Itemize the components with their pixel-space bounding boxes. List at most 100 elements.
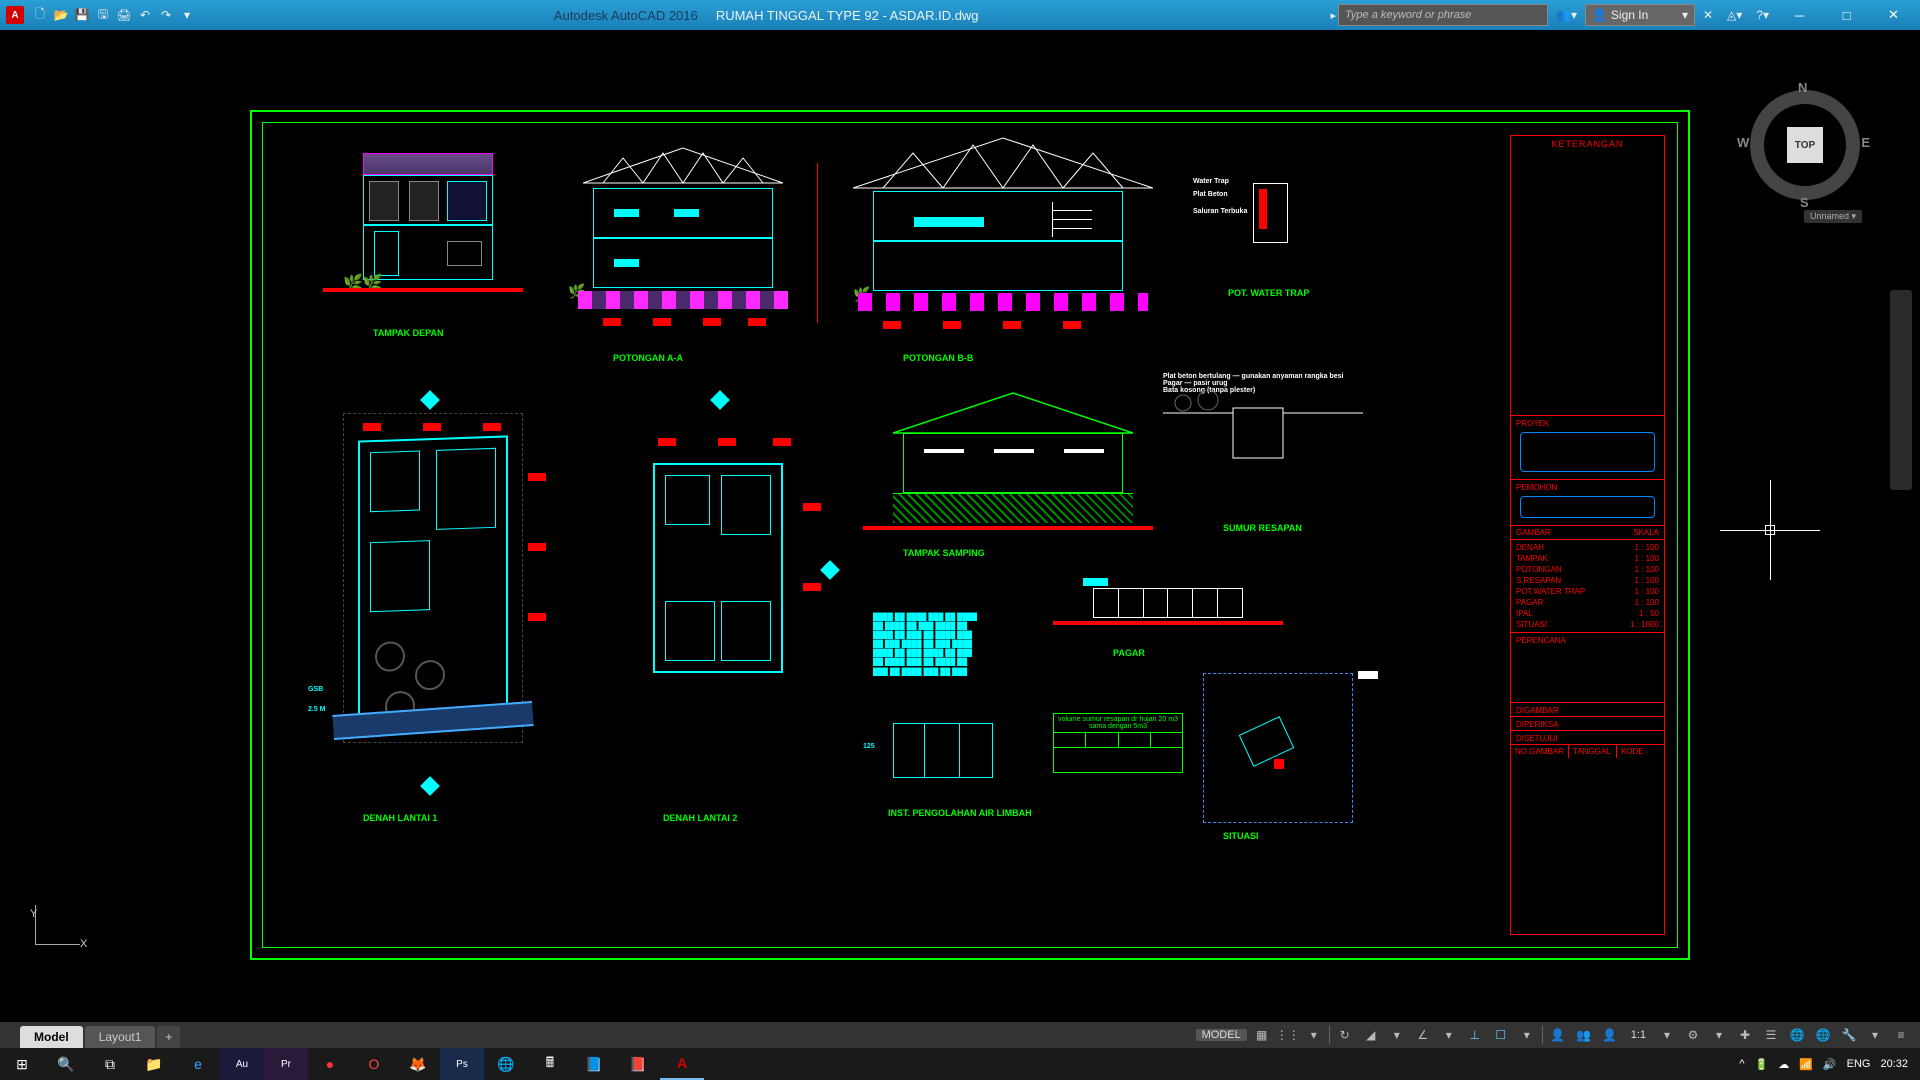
drawing-sumur: Plat beton bertulang — gunakan anyaman r… bbox=[1163, 373, 1363, 483]
sb-hw2-icon[interactable]: 🌐 bbox=[1812, 1024, 1834, 1046]
p1d5 bbox=[528, 543, 546, 551]
sb-model[interactable]: MODEL bbox=[1196, 1029, 1247, 1041]
sb-plus-icon[interactable]: ✚ bbox=[1734, 1024, 1756, 1046]
firefox-icon[interactable]: 🦊 bbox=[396, 1048, 440, 1080]
sb-iso-icon[interactable]: ◢ bbox=[1360, 1024, 1382, 1046]
close-button[interactable]: ✕ bbox=[1871, 0, 1916, 30]
tb-r0s: 1 : 100 bbox=[1635, 543, 1659, 552]
audition-icon[interactable]: Au bbox=[220, 1048, 264, 1080]
sb-sc3-icon[interactable]: 👤 bbox=[1599, 1024, 1621, 1046]
viewcube-face[interactable]: TOP bbox=[1787, 127, 1823, 163]
sb-dd5-icon[interactable]: ▾ bbox=[1656, 1024, 1678, 1046]
room2 bbox=[436, 448, 496, 530]
premiere-icon[interactable]: Pr bbox=[264, 1048, 308, 1080]
qat-open-icon[interactable]: 📂 bbox=[52, 6, 70, 24]
start-button[interactable]: ⊞ bbox=[0, 1048, 44, 1080]
plan2-outline bbox=[653, 463, 783, 673]
app-red-icon[interactable]: ● bbox=[308, 1048, 352, 1080]
sb-polar-icon[interactable]: ∠ bbox=[1412, 1024, 1434, 1046]
qat-new-icon[interactable]: 🗋 bbox=[31, 6, 49, 24]
taskview-button[interactable]: ⧉ bbox=[88, 1048, 132, 1080]
signin-button[interactable]: 👤 Sign In ▾ bbox=[1585, 4, 1695, 26]
qat-plot-icon[interactable]: 🖨 bbox=[115, 6, 133, 24]
sb-gear-icon[interactable]: ⚙ bbox=[1682, 1024, 1704, 1046]
autocad-icon[interactable]: A bbox=[660, 1048, 704, 1080]
sb-tool-icon[interactable]: 🔧 bbox=[1838, 1024, 1860, 1046]
search-button[interactable]: 🔍 bbox=[44, 1048, 88, 1080]
tb-digambar: DIGAMBAR bbox=[1516, 706, 1659, 715]
label-denah2: DENAH LANTAI 2 bbox=[663, 813, 737, 823]
tray-up-icon[interactable]: ^ bbox=[1739, 1058, 1744, 1070]
app-red2-icon[interactable]: 📕 bbox=[616, 1048, 660, 1080]
app-blue-icon[interactable]: 📘 bbox=[572, 1048, 616, 1080]
tb-skala-hdr: SKALA bbox=[1633, 528, 1659, 537]
tab-layout1[interactable]: Layout1 bbox=[85, 1026, 156, 1048]
qat-more-icon[interactable]: ▾ bbox=[178, 6, 196, 24]
tray-lang[interactable]: ENG bbox=[1847, 1058, 1871, 1070]
sb-hw1-icon[interactable]: 🌐 bbox=[1786, 1024, 1808, 1046]
vc-w[interactable]: W bbox=[1737, 135, 1749, 150]
sb-dd6-icon[interactable]: ▾ bbox=[1708, 1024, 1730, 1046]
help-icon[interactable]: ?▾ bbox=[1750, 4, 1775, 26]
p1d6 bbox=[528, 613, 546, 621]
tray-cloud-icon[interactable]: ☁ bbox=[1778, 1058, 1789, 1071]
drawing-potongan-bb: 🌿 bbox=[843, 133, 1163, 343]
sb-sc1-icon[interactable]: 👤 bbox=[1547, 1024, 1569, 1046]
sb-cust-icon[interactable]: ☰ bbox=[1760, 1024, 1782, 1046]
sb-lwt-icon[interactable]: ☐ bbox=[1490, 1024, 1512, 1046]
viewcube-ucs-tag[interactable]: Unnamed ▾ bbox=[1804, 210, 1862, 223]
tab-model[interactable]: Model bbox=[20, 1026, 83, 1048]
drawing-canvas[interactable]: KETERANGAN PROYEK PEMOHON GAMBAR SKALA D… bbox=[0, 30, 1920, 1020]
tb-r6s: 1 : 50 bbox=[1639, 609, 1659, 618]
qat-saveas-icon[interactable]: 🖫 bbox=[94, 6, 112, 24]
dim25-label: 2.5 M bbox=[308, 706, 326, 713]
search-arrow-icon[interactable]: ▸ bbox=[1330, 9, 1336, 22]
bb-floor1 bbox=[873, 241, 1123, 291]
tray-battery-icon[interactable]: 🔋 bbox=[1755, 1058, 1769, 1071]
infocenter-icon[interactable]: 👥▾ bbox=[1550, 4, 1583, 26]
tb-kode: KODE bbox=[1617, 745, 1664, 758]
opera-icon[interactable]: O bbox=[352, 1048, 396, 1080]
vc-n[interactable]: N bbox=[1798, 80, 1807, 95]
photoshop-icon[interactable]: Ps bbox=[440, 1048, 484, 1080]
sb-dd1-icon[interactable]: ▾ bbox=[1303, 1024, 1325, 1046]
sb-dd7-icon[interactable]: ▾ bbox=[1864, 1024, 1886, 1046]
tray-wifi-icon[interactable]: 📶 bbox=[1799, 1058, 1813, 1071]
explorer-icon[interactable]: 📁 bbox=[132, 1048, 176, 1080]
chrome-icon[interactable]: 🌐 bbox=[484, 1048, 528, 1080]
drawing-situasi bbox=[1203, 673, 1353, 823]
qat-redo-icon[interactable]: ↷ bbox=[157, 6, 175, 24]
sb-grid-icon[interactable]: ▦ bbox=[1251, 1024, 1273, 1046]
vc-s[interactable]: S bbox=[1800, 195, 1809, 210]
vc-e[interactable]: E bbox=[1861, 135, 1870, 150]
view-cube[interactable]: TOP N S E W bbox=[1745, 85, 1865, 205]
sb-sc2-icon[interactable]: 👥 bbox=[1573, 1024, 1595, 1046]
sb-snap-icon[interactable]: ⋮⋮ bbox=[1277, 1024, 1299, 1046]
tray-time[interactable]: 20:32 bbox=[1880, 1058, 1908, 1070]
sb-dd2-icon[interactable]: ▾ bbox=[1386, 1024, 1408, 1046]
w2 bbox=[994, 449, 1034, 453]
qat-save-icon[interactable]: 💾 bbox=[73, 6, 91, 24]
door bbox=[374, 231, 399, 276]
minimize-button[interactable]: ─ bbox=[1777, 0, 1822, 30]
qat-undo-icon[interactable]: ↶ bbox=[136, 6, 154, 24]
maximize-button[interactable]: □ bbox=[1824, 0, 1869, 30]
sb-menu-icon[interactable]: ≡ bbox=[1890, 1024, 1912, 1046]
tb-r1s: 1 : 100 bbox=[1635, 554, 1659, 563]
exchange-icon[interactable]: ✕ bbox=[1697, 4, 1719, 26]
navigation-bar[interactable] bbox=[1890, 290, 1912, 490]
sb-scale[interactable]: 1:1 bbox=[1625, 1029, 1652, 1041]
pg-dim1 bbox=[1083, 578, 1108, 586]
app-logo[interactable]: A bbox=[6, 6, 24, 24]
sb-osnap-icon[interactable]: ⊥ bbox=[1464, 1024, 1486, 1046]
a360-icon[interactable]: ◬▾ bbox=[1721, 4, 1748, 26]
tray-volume-icon[interactable]: 🔊 bbox=[1823, 1058, 1837, 1071]
calc-icon[interactable]: 🖩 bbox=[528, 1048, 572, 1080]
sb-dd3-icon[interactable]: ▾ bbox=[1438, 1024, 1460, 1046]
sb-dd4-icon[interactable]: ▾ bbox=[1516, 1024, 1538, 1046]
tb-r4n: POT.WATER TRAP bbox=[1516, 587, 1585, 596]
search-input[interactable]: Type a keyword or phrase bbox=[1338, 4, 1548, 26]
edge-icon[interactable]: e bbox=[176, 1048, 220, 1080]
tab-add[interactable]: + bbox=[157, 1026, 180, 1048]
sb-rot-icon[interactable]: ↻ bbox=[1334, 1024, 1356, 1046]
